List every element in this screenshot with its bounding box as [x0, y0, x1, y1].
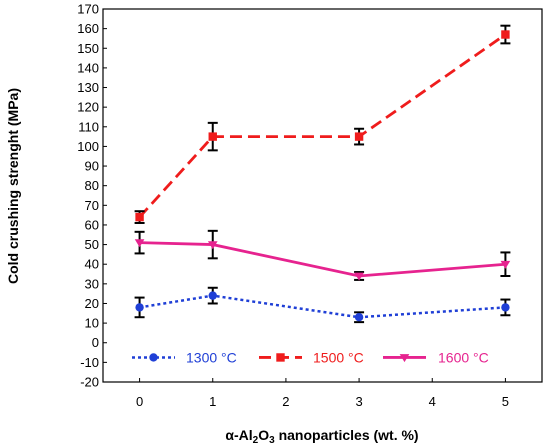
data-point-0-3	[501, 303, 510, 312]
x-axis: 0 1 2 3 4 5	[136, 378, 509, 409]
y-tick-label-7: 50	[85, 237, 99, 252]
legend-marker-0	[149, 353, 158, 362]
x-axis-label-sub1: 2	[253, 435, 259, 446]
data-point-1-1	[208, 132, 217, 141]
data-point-1-0	[135, 212, 144, 222]
y-tick-label-17: 150	[77, 41, 99, 56]
series-2	[134, 229, 511, 281]
y-tick-label-1: -10	[80, 355, 99, 370]
plot-frame	[102, 8, 543, 383]
series-0	[134, 286, 511, 324]
data-point-2-2	[354, 272, 364, 281]
data-point-2-0	[134, 239, 145, 248]
y-tick-label-18: 160	[77, 21, 99, 36]
data-point-0-0	[135, 303, 144, 312]
y-tick-label-3: 10	[85, 316, 99, 331]
y-tick-label-4: 20	[85, 296, 99, 311]
series-1	[134, 24, 511, 224]
x-tick-label-0: 0	[136, 394, 143, 409]
data-point-0-2	[354, 313, 364, 322]
series-line-0	[139, 294, 506, 319]
y-tick-label-19: 170	[77, 2, 99, 17]
y-tick-label-13: 110	[78, 119, 99, 134]
y-tick-label-8: 60	[85, 217, 99, 232]
legend-label-1: 1500 °C	[313, 349, 364, 365]
series-group	[134, 24, 511, 324]
data-point-1-2	[354, 132, 364, 141]
x-axis-label-mid: O	[258, 427, 269, 443]
x-axis-label: α-Al2O3 nanoparticles (wt. %)	[225, 427, 418, 446]
y-axis: -20 -10 0 10 20 30 40 50 60 70 80 90 100 110 120 130 140…	[77, 2, 107, 390]
x-axis-label-suffix: nanoparticles (wt. %)	[275, 427, 419, 443]
x-tick-label-1: 1	[209, 394, 216, 409]
y-tick-label-10: 80	[85, 178, 99, 193]
y-tick-label-11: 90	[85, 159, 99, 174]
legend: 1300 °C 1500 °C 1600 °C	[132, 349, 489, 365]
legend-marker-1	[276, 353, 285, 362]
data-point-2-1	[207, 241, 218, 250]
x-tick-label-3: 3	[355, 394, 362, 409]
x-axis-label-prefix: α-Al	[225, 427, 252, 443]
y-tick-label-6: 40	[85, 257, 99, 272]
x-tick-label-5: 5	[502, 394, 509, 409]
data-point-2-3	[500, 260, 511, 269]
y-tick-label-9: 70	[85, 198, 99, 213]
x-axis-label-sub2: 3	[269, 435, 275, 446]
y-axis-label: Cold crushing strenght (MPa)	[5, 88, 21, 284]
legend-marker-2	[399, 354, 410, 363]
x-tick-label-4: 4	[429, 394, 436, 409]
y-tick-label-14: 120	[77, 100, 99, 115]
x-tick-label-2: 2	[282, 394, 289, 409]
y-tick-label-2: 0	[92, 335, 99, 350]
series-line-1	[138, 33, 507, 219]
y-tick-label-5: 30	[85, 276, 99, 291]
legend-label-0: 1300 °C	[186, 349, 237, 365]
legend-label-2: 1600 °C	[438, 349, 489, 365]
y-tick-label-15: 130	[77, 80, 99, 95]
y-tick-label-12: 100	[77, 139, 99, 154]
series-line-2	[139, 241, 506, 278]
y-tick-label-16: 140	[77, 60, 99, 75]
data-point-0-1	[208, 291, 217, 300]
data-point-1-3	[501, 30, 510, 39]
y-tick-label-0: -20	[80, 375, 99, 390]
